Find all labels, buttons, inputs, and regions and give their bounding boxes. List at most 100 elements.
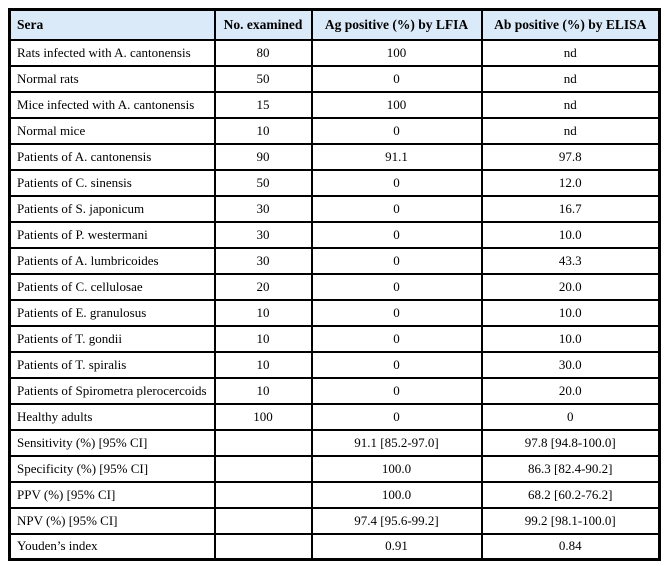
value-cell: 0 xyxy=(310,194,483,223)
value-cell: 10.0 xyxy=(480,220,661,249)
value-cell: 50 xyxy=(213,64,313,93)
sera-cell: Specificity (%) [95% CI] xyxy=(8,454,216,483)
sera-cell: Patients of C. cellulosae xyxy=(8,272,216,301)
value-cell: 30.0 xyxy=(480,350,661,379)
table-row: Healthy adults 100 0 0 xyxy=(8,402,661,431)
value-cell: 10 xyxy=(213,116,313,145)
value-cell: 20.0 xyxy=(480,272,661,301)
value-cell: 0 xyxy=(310,246,483,275)
value-cell: 15 xyxy=(213,90,313,119)
table-row: Patients of C. sinensis 50 0 12.0 xyxy=(8,168,661,197)
sera-cell: Rats infected with A. cantonensis xyxy=(8,38,216,67)
table-row: Patients of S. japonicum 30 0 16.7 xyxy=(8,194,661,223)
value-cell: 30 xyxy=(213,220,313,249)
value-cell: 10 xyxy=(213,350,313,379)
value-cell: 68.2 [60.2-76.2] xyxy=(480,480,661,509)
value-cell: 0 xyxy=(310,168,483,197)
value-cell: 30 xyxy=(213,246,313,275)
sera-cell: Patients of E. granulosus xyxy=(8,298,216,327)
sera-cell: Normal mice xyxy=(8,116,216,145)
value-cell xyxy=(213,506,313,535)
table-row: Patients of T. gondii 10 0 10.0 xyxy=(8,324,661,353)
results-table: Sera No. examined Ag positive (%) by LFI… xyxy=(8,8,661,561)
value-cell: 97.4 [95.6-99.2] xyxy=(310,506,483,535)
table-row: NPV (%) [95% CI] 97.4 [95.6-99.2] 99.2 [98… xyxy=(8,506,661,535)
sera-cell: Patients of C. sinensis xyxy=(8,168,216,197)
value-cell: 50 xyxy=(213,168,313,197)
table-row: Sensitivity (%) [95% CI] 91.1 [85.2-97.0]… xyxy=(8,428,661,457)
table-row: Patients of T. spiralis 10 0 30.0 xyxy=(8,350,661,379)
value-cell: 100 xyxy=(310,90,483,119)
value-cell: 91.1 xyxy=(310,142,483,171)
value-cell: nd xyxy=(480,90,661,119)
table-row: Patients of P. westermani 30 0 10.0 xyxy=(8,220,661,249)
value-cell: 10 xyxy=(213,376,313,405)
value-cell: 0 xyxy=(310,376,483,405)
value-cell: 10 xyxy=(213,298,313,327)
value-cell: 0 xyxy=(310,350,483,379)
value-cell: 86.3 [82.4-90.2] xyxy=(480,454,661,483)
column-header-ab-positive-elisa: Ab positive (%) by ELISA xyxy=(480,8,661,41)
value-cell: 90 xyxy=(213,142,313,171)
sera-cell: Patients of T. gondii xyxy=(8,324,216,353)
value-cell xyxy=(213,532,313,561)
value-cell: 20.0 xyxy=(480,376,661,405)
column-header-ag-positive-lfia: Ag positive (%) by LFIA xyxy=(310,8,483,41)
table-row: Patients of E. granulosus 10 0 10.0 xyxy=(8,298,661,327)
value-cell: 0 xyxy=(310,402,483,431)
sera-cell: Sensitivity (%) [95% CI] xyxy=(8,428,216,457)
results-table-container: Sera No. examined Ag positive (%) by LFI… xyxy=(8,8,661,561)
header-row: Sera No. examined Ag positive (%) by LFI… xyxy=(8,8,661,41)
value-cell: 0.91 xyxy=(310,532,483,561)
value-cell: 0 xyxy=(310,298,483,327)
value-cell: 97.8 xyxy=(480,142,661,171)
value-cell: 0 xyxy=(480,402,661,431)
sera-cell: Patients of A. lumbricoides xyxy=(8,246,216,275)
sera-cell: Patients of T. spiralis xyxy=(8,350,216,379)
value-cell: 0 xyxy=(310,272,483,301)
value-cell: 80 xyxy=(213,38,313,67)
column-header-sera: Sera xyxy=(8,8,216,41)
table-row: Patients of A. cantonensis 90 91.1 97.8 xyxy=(8,142,661,171)
value-cell: 10.0 xyxy=(480,298,661,327)
value-cell: 99.2 [98.1-100.0] xyxy=(480,506,661,535)
value-cell: 0 xyxy=(310,116,483,145)
value-cell: 97.8 [94.8-100.0] xyxy=(480,428,661,457)
sera-cell: Normal rats xyxy=(8,64,216,93)
sera-cell: Patients of A. cantonensis xyxy=(8,142,216,171)
value-cell: 43.3 xyxy=(480,246,661,275)
sera-cell: Mice infected with A. cantonensis xyxy=(8,90,216,119)
value-cell xyxy=(213,480,313,509)
table-row: Youden’s index 0.91 0.84 xyxy=(8,532,661,561)
value-cell: 0 xyxy=(310,64,483,93)
sera-cell: Patients of P. westermani xyxy=(8,220,216,249)
column-header-no-examined: No. examined xyxy=(213,8,313,41)
table-row: Patients of C. cellulosae 20 0 20.0 xyxy=(8,272,661,301)
table-row: Specificity (%) [95% CI] 100.0 86.3 [82.4-… xyxy=(8,454,661,483)
value-cell: 0.84 xyxy=(480,532,661,561)
value-cell: 100 xyxy=(213,402,313,431)
value-cell: nd xyxy=(480,116,661,145)
value-cell: 91.1 [85.2-97.0] xyxy=(310,428,483,457)
sera-cell: Patients of Spirometra plerocercoids xyxy=(8,376,216,405)
sera-cell: Youden’s index xyxy=(8,532,216,561)
value-cell: 0 xyxy=(310,220,483,249)
sera-cell: PPV (%) [95% CI] xyxy=(8,480,216,509)
sera-cell: Patients of S. japonicum xyxy=(8,194,216,223)
value-cell: 30 xyxy=(213,194,313,223)
value-cell: 12.0 xyxy=(480,168,661,197)
value-cell: 100 xyxy=(310,38,483,67)
sera-cell: NPV (%) [95% CI] xyxy=(8,506,216,535)
value-cell: nd xyxy=(480,64,661,93)
value-cell xyxy=(213,428,313,457)
value-cell xyxy=(213,454,313,483)
sera-cell: Healthy adults xyxy=(8,402,216,431)
value-cell: 10 xyxy=(213,324,313,353)
value-cell: 100.0 xyxy=(310,454,483,483)
value-cell: nd xyxy=(480,38,661,67)
